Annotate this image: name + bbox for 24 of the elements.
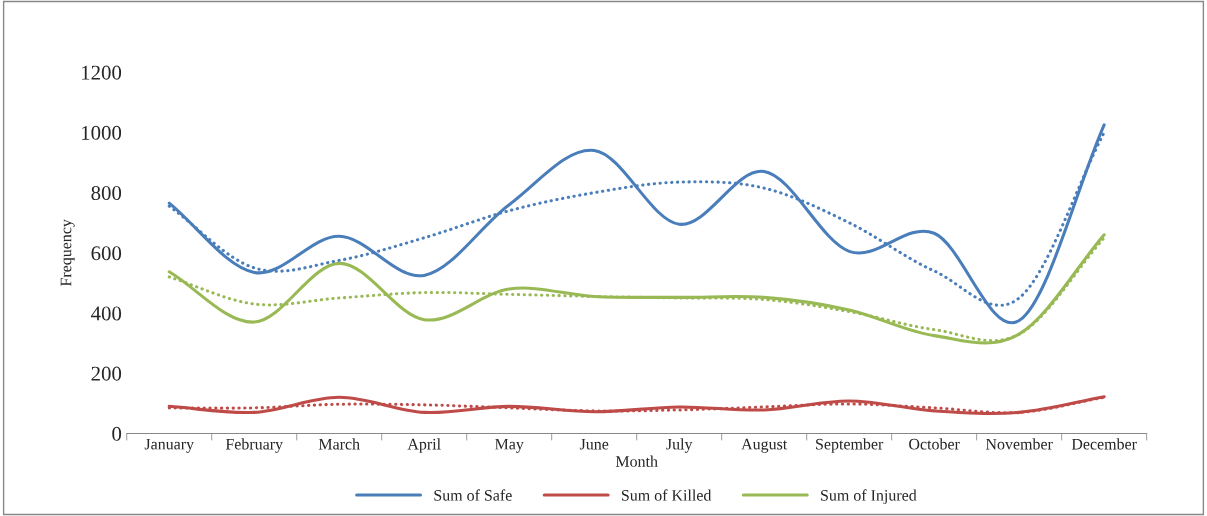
x-tick-label: October [909, 438, 960, 450]
x-tick-label: July [666, 438, 693, 453]
x-tick-label: April [407, 438, 441, 453]
x-tick-label: September [816, 438, 884, 453]
y-tick-label: 800 [91, 186, 122, 201]
y-tick-label: 600 [91, 246, 122, 261]
y-tick-label: 1200 [82, 65, 122, 80]
y-axis-title: Frequency [60, 219, 75, 287]
x-axis-title: Month [615, 455, 658, 467]
legend-label: Sum of Safe [434, 489, 512, 501]
x-tick-label: December [1071, 438, 1137, 450]
y-tick-label: 400 [91, 306, 122, 321]
y-tick-label: 0 [112, 426, 122, 441]
x-tick-label: November [985, 438, 1053, 450]
x-tick-label: March [318, 438, 360, 450]
x-tick-label: February [225, 438, 283, 453]
y-tick-label: 1000 [82, 125, 122, 140]
x-tick-label: June [579, 438, 609, 450]
legend-label: Sum of Injured [821, 489, 917, 504]
y-tick-label: 200 [91, 366, 122, 381]
x-tick-label: August [741, 438, 788, 453]
legend-label: Sum of Killed [621, 489, 712, 501]
x-tick-label: January [144, 438, 194, 453]
x-tick-label: May [495, 438, 524, 453]
